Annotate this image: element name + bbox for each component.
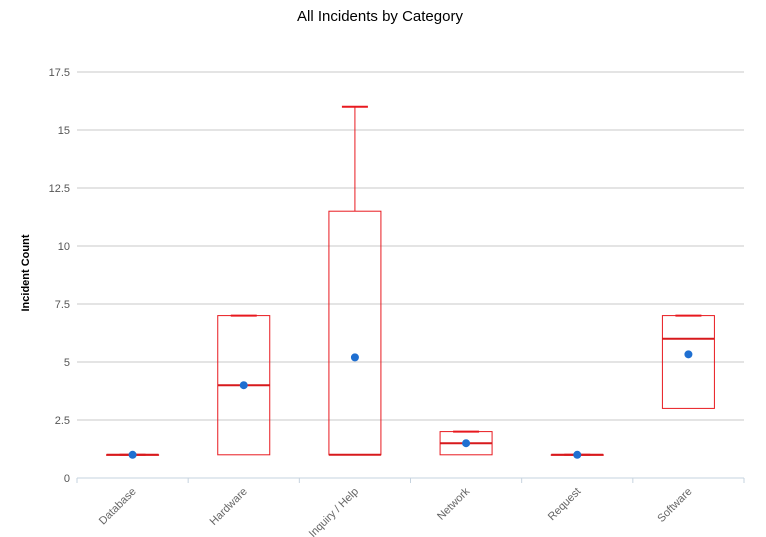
y-tick-label: 5: [64, 357, 70, 369]
x-tick-label: Database: [97, 486, 139, 528]
y-tick-labels: 0 2.5 5 7.5 10 12.5 15 17.5: [49, 67, 70, 485]
x-tick-label: Inquiry / Help: [307, 486, 361, 537]
x-tick-label: Software: [655, 486, 694, 525]
x-axis: [76, 477, 745, 483]
mean-marker: [573, 450, 582, 459]
y-axis-label: Incident Count: [20, 234, 32, 311]
mean-marker: [350, 353, 359, 362]
chart-title: All Incidents by Category: [297, 8, 463, 25]
y-tick-label: 10: [58, 241, 70, 253]
y-tick-label: 7.5: [55, 299, 70, 311]
box-inquiry-help: [328, 105, 382, 456]
boxes: [106, 105, 715, 459]
box-hardware: [217, 314, 271, 456]
y-tick-label: 12.5: [49, 183, 70, 195]
grid-lines: [77, 71, 744, 421]
box-database: [106, 450, 160, 459]
box-network: [439, 430, 493, 456]
y-tick-label: 15: [58, 125, 70, 137]
box-request: [550, 450, 604, 459]
y-tick-label: 2.5: [55, 415, 70, 427]
x-tick-labels: Database Hardware Inquiry / Help Network Req…: [97, 485, 695, 537]
iqr-box: [328, 210, 382, 456]
x-tick-label: Hardware: [208, 486, 250, 528]
y-tick-label: 17.5: [49, 67, 70, 79]
mean-marker: [239, 381, 248, 390]
x-tick-label: Network: [435, 485, 472, 522]
mean-marker: [684, 350, 693, 359]
mean-marker: [462, 439, 471, 448]
box-software: [661, 314, 715, 409]
iqr-box: [661, 315, 715, 409]
mean-marker: [128, 450, 137, 459]
y-tick-label: 0: [64, 473, 70, 485]
x-tick-label: Request: [546, 486, 583, 523]
